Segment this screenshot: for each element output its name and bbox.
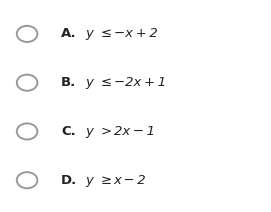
Text: y: y [85, 76, 93, 89]
Text: y: y [85, 174, 93, 187]
Text: −2x + 1: −2x + 1 [114, 76, 166, 89]
Text: A.: A. [61, 27, 77, 40]
Text: ≤: ≤ [100, 27, 111, 40]
Text: C.: C. [61, 125, 76, 138]
Text: 2x − 1: 2x − 1 [114, 125, 155, 138]
Text: D.: D. [61, 174, 77, 187]
Text: −x + 2: −x + 2 [114, 27, 157, 40]
Text: y: y [85, 27, 93, 40]
Text: x − 2: x − 2 [114, 174, 146, 187]
Text: ≤: ≤ [100, 76, 111, 89]
Text: >: > [100, 125, 111, 138]
Text: y: y [85, 125, 93, 138]
Text: ≥: ≥ [100, 174, 111, 187]
Text: B.: B. [61, 76, 76, 89]
